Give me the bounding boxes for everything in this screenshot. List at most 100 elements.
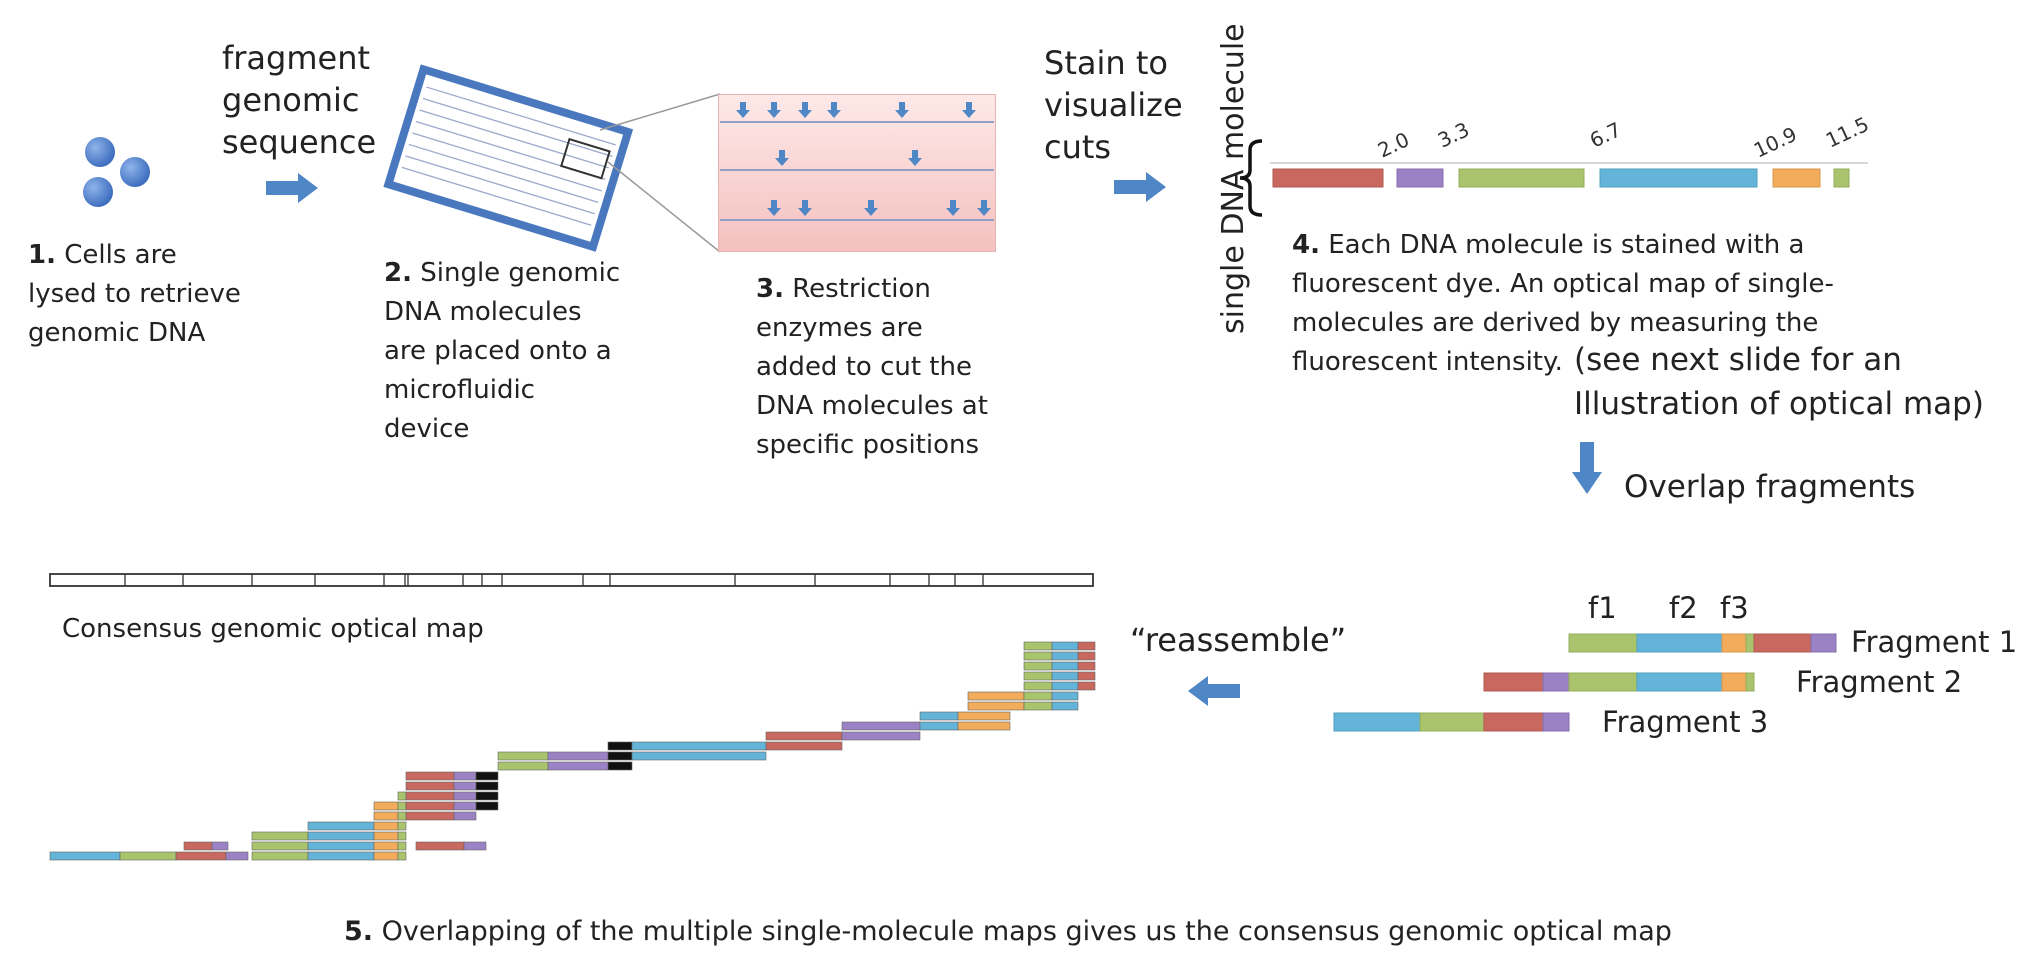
- map-segment: [841, 721, 921, 731]
- step1-number: 1.: [28, 240, 56, 270]
- map-segment: [497, 761, 549, 771]
- map-segment: [453, 811, 477, 821]
- step2-line: are placed onto a: [384, 336, 612, 366]
- map-segment: [307, 841, 375, 851]
- map-segment: [919, 711, 959, 721]
- map-segment: [1051, 681, 1079, 691]
- zoom-lines: [599, 93, 721, 253]
- map-segment: [1077, 641, 1096, 651]
- map-segment: [307, 831, 375, 841]
- right-arrow-icon: [266, 173, 318, 203]
- map-segment: [1077, 681, 1096, 691]
- map-segment: [405, 771, 455, 781]
- map-segment: [373, 801, 399, 811]
- map-segment: [1023, 641, 1053, 651]
- step1-line: lysed to retrieve: [28, 279, 241, 309]
- fragment-label: Fragment 2: [1796, 665, 1962, 699]
- map-segment: [497, 751, 549, 761]
- step4-line: fluorescent dye. An optical map of singl…: [1292, 269, 1834, 299]
- microfluidic-device-icon: [383, 64, 634, 252]
- stain-label-line: cuts: [1044, 128, 1112, 166]
- map-segment: [607, 751, 633, 761]
- fragment-2-bar: [1483, 672, 1755, 692]
- map-segment: [475, 801, 499, 811]
- step4-line: fluorescent intensity.: [1292, 347, 1563, 377]
- cut-position-label: 11.5: [1822, 112, 1868, 153]
- molecule-segment: [1458, 168, 1585, 188]
- fragment-marker: f3: [1720, 591, 1749, 625]
- fragment-1-bar: [1568, 633, 1837, 653]
- map-segment: [405, 801, 455, 811]
- consensus-label: Consensus genomic optical map: [62, 614, 484, 644]
- map-segment: [453, 771, 477, 781]
- molecule-segment: [1272, 168, 1384, 188]
- step4-line: molecules are derived by measuring the: [1292, 308, 1819, 338]
- left-arrow-icon: [1188, 676, 1240, 706]
- map-segment: [607, 761, 633, 771]
- step5-text: Overlapping of the multiple single-molec…: [381, 916, 1672, 947]
- map-segment: [175, 851, 227, 861]
- map-segment: [251, 841, 309, 851]
- step1-caption: 1. Cells are lysed to retrieve genomic D…: [28, 236, 258, 353]
- map-segment: [373, 831, 399, 841]
- map-segment: [397, 811, 407, 821]
- step3-number: 3.: [756, 274, 784, 304]
- step3-line: specific positions: [756, 430, 980, 460]
- map-segment: [547, 761, 609, 771]
- map-segment: [765, 741, 843, 751]
- map-segment: [251, 851, 309, 861]
- map-segment: [453, 791, 477, 801]
- map-segment: [225, 851, 249, 861]
- map-segment: [397, 791, 407, 801]
- map-segment: [1077, 671, 1096, 681]
- bracket-icon: [1239, 139, 1263, 217]
- map-segment: [373, 841, 399, 851]
- map-segment: [373, 811, 399, 821]
- reassemble-label: “reassemble”: [1130, 621, 1347, 659]
- map-segment: [1051, 691, 1079, 701]
- fragment-3-bar: [1333, 712, 1570, 732]
- map-segment: [1023, 661, 1053, 671]
- fragment-label-line: genomic: [222, 81, 360, 119]
- step1-line: Cells are: [64, 240, 177, 270]
- step4-number: 4.: [1292, 230, 1320, 260]
- fragment-marker: f2: [1669, 591, 1698, 625]
- molecule-segment: [1396, 168, 1444, 188]
- right-arrow-icon: [1114, 172, 1166, 202]
- map-segment: [397, 841, 407, 851]
- map-segment: [1023, 701, 1053, 711]
- map-segment: [119, 851, 177, 861]
- map-segment: [957, 711, 1011, 721]
- step1-line: genomic DNA: [28, 318, 206, 348]
- map-segment: [1051, 671, 1079, 681]
- step4-caption: 4. Each DNA molecule is stained with a f…: [1292, 226, 1852, 382]
- map-segment: [397, 821, 407, 831]
- map-segment: [1051, 661, 1079, 671]
- map-segment: [841, 731, 921, 741]
- stain-label-line: visualize: [1044, 86, 1183, 124]
- fragment-marker: f1: [1588, 591, 1617, 625]
- map-segment: [211, 841, 229, 851]
- map-segment: [49, 851, 121, 861]
- map-segment: [1023, 681, 1053, 691]
- step2-line: microfluidic: [384, 375, 535, 405]
- step4-line: Each DNA molecule is stained with a: [1328, 230, 1805, 260]
- step3-line: Restriction: [792, 274, 931, 304]
- map-segment: [397, 831, 407, 841]
- map-segment: [397, 851, 407, 861]
- map-segment: [967, 701, 1025, 711]
- step3-caption: 3. Restriction enzymes are added to cut …: [756, 270, 1026, 465]
- stain-label-line: Stain to: [1044, 44, 1168, 82]
- step2-number: 2.: [384, 258, 412, 288]
- step5-number: 5.: [344, 916, 374, 947]
- map-segment: [1051, 641, 1079, 651]
- map-segment: [607, 741, 633, 751]
- stain-label: Stain to visualize cuts: [1044, 42, 1204, 168]
- step2-line: Single genomic: [420, 258, 621, 288]
- map-segment: [631, 751, 767, 761]
- step4-note-line: Illustration of optical map): [1574, 386, 1984, 422]
- map-segment: [547, 751, 609, 761]
- fragment-genomic-label: fragment genomic sequence: [222, 37, 402, 163]
- molecule-rows: [49, 641, 1096, 861]
- step5-caption: 5. Overlapping of the multiple single-mo…: [344, 914, 1672, 950]
